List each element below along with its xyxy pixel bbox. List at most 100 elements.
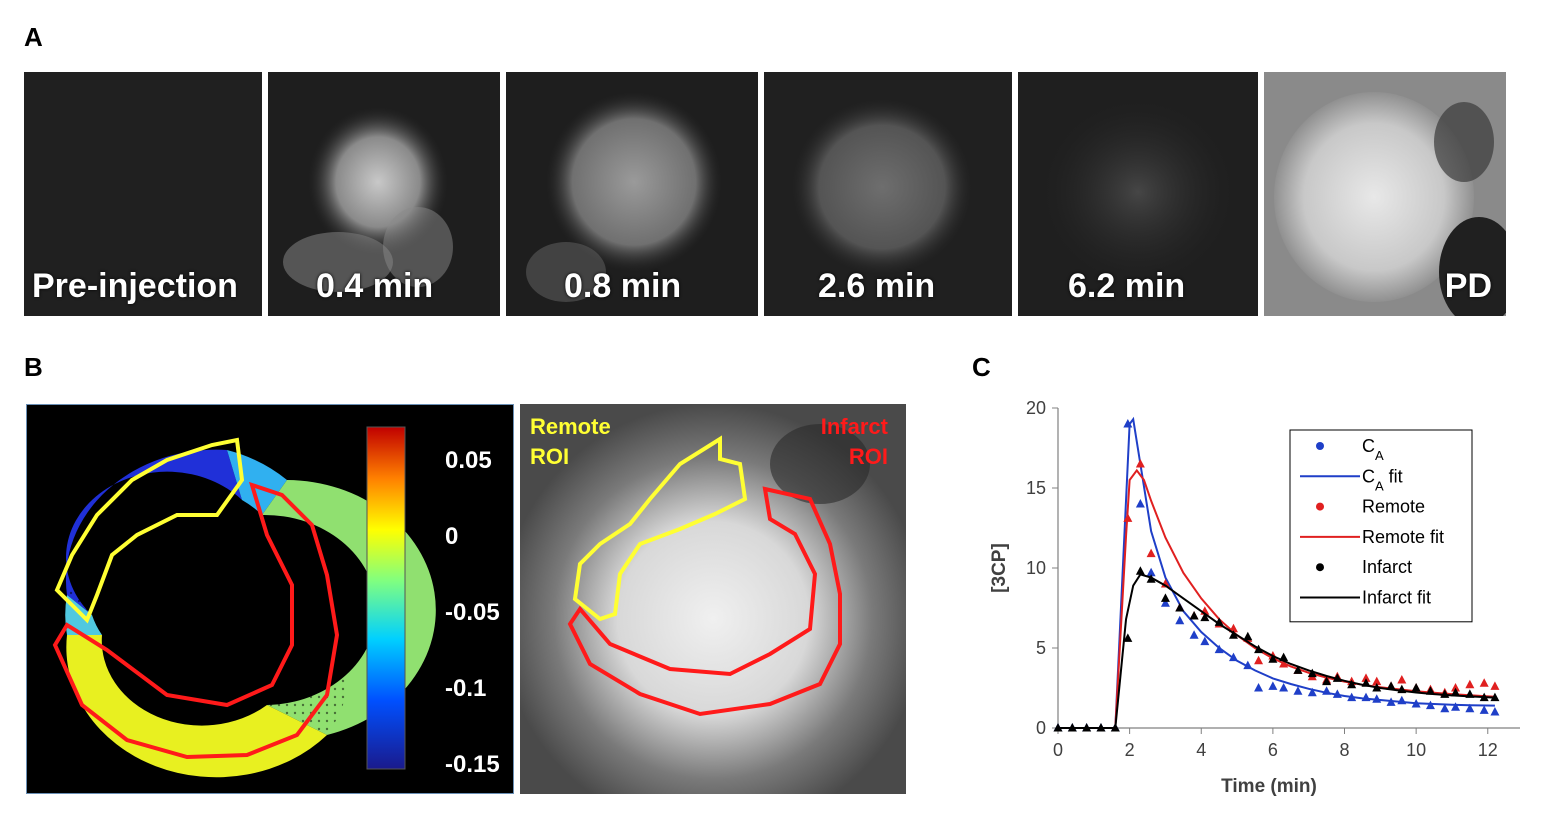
remote-roi-label-line1: Remote	[530, 414, 611, 439]
colorbar-tick: 0	[445, 523, 459, 550]
data-point	[1175, 615, 1185, 625]
mri-tile-0-4-min: 0.4 min	[268, 72, 500, 316]
remote-roi-outline	[572, 435, 748, 622]
colorbar-tick: -0.05	[445, 599, 500, 626]
data-point	[1293, 686, 1303, 695]
tile-label: 6.2 min	[1068, 267, 1186, 305]
data-point	[1228, 630, 1238, 639]
x-tick-label: 4	[1196, 740, 1206, 760]
panel-b-anatomy-roi: Remote ROI Infarct ROI	[520, 404, 906, 794]
data-point	[1451, 702, 1461, 711]
series-line	[1058, 573, 1495, 729]
y-axis-title: [3CP]	[989, 543, 1010, 593]
data-point	[1146, 548, 1156, 558]
mri-image	[506, 72, 758, 316]
remote-roi-label: Remote ROI	[530, 412, 611, 472]
mri-image	[764, 72, 1012, 316]
legend-swatch-point	[1316, 563, 1324, 572]
x-tick-label: 6	[1268, 740, 1278, 760]
data-point	[1451, 687, 1461, 697]
data-point	[1135, 459, 1145, 468]
chart-marks	[1053, 416, 1500, 732]
myocardium-map	[52, 426, 436, 778]
tile-label: 2.6 min	[818, 267, 936, 305]
panel-letter-c: C	[972, 352, 991, 382]
anatomy-image	[520, 404, 906, 794]
data-point	[1451, 683, 1461, 692]
data-point	[1189, 611, 1199, 620]
tile-label: Pre-injection	[32, 267, 238, 305]
data-point	[1465, 703, 1475, 713]
panel-letter-b: B	[24, 352, 43, 382]
data-point	[1490, 681, 1500, 690]
colorbar	[366, 426, 406, 770]
mri-image	[24, 72, 262, 316]
chart-axes: 0 5 10 15 20 0 2 4 6 8 10 12 Time (min) [3CP]	[989, 398, 1520, 797]
data-point	[1135, 499, 1145, 508]
data-point	[1372, 676, 1382, 686]
mri-tile-pd: PD	[1264, 72, 1506, 316]
x-tick-label: 10	[1406, 740, 1426, 760]
infarct-roi-label: Infarct ROI	[821, 412, 888, 472]
legend-entry: Remote fit	[1362, 527, 1444, 547]
data-point	[1411, 683, 1421, 692]
y-tick-label: 10	[1026, 558, 1046, 578]
data-point	[1189, 630, 1199, 639]
mri-image	[1018, 72, 1258, 316]
data-point	[1254, 683, 1264, 692]
mri-tile-2-6-min: 2.6 min	[764, 72, 1012, 316]
data-point	[1200, 612, 1210, 622]
infarct-roi-outline	[567, 486, 842, 717]
data-point	[1479, 678, 1489, 687]
data-point	[1307, 668, 1317, 678]
data-point	[1386, 681, 1396, 690]
mri-tile-6-2-min: 6.2 min	[1018, 72, 1258, 316]
remote-roi-label-line2: ROI	[530, 444, 570, 469]
infarct-roi-label-line1: Infarct	[820, 414, 888, 439]
legend-swatch-point	[1316, 502, 1324, 511]
colorbar-tick: 0.05	[445, 447, 492, 474]
legend-entry: Infarct fit	[1362, 588, 1431, 608]
mri-tile-pre-injection: Pre-injection	[24, 72, 262, 316]
data-point	[1268, 654, 1278, 663]
data-point	[1440, 703, 1450, 713]
y-tick-label: 15	[1026, 478, 1046, 498]
data-point	[1160, 598, 1170, 607]
data-point	[1123, 633, 1133, 642]
data-point	[1307, 687, 1317, 697]
data-point	[1361, 673, 1371, 682]
data-point	[1268, 681, 1278, 690]
data-point	[1243, 631, 1253, 641]
data-point	[1175, 603, 1185, 612]
tile-label: 0.8 min	[564, 267, 682, 305]
data-point	[1397, 675, 1407, 684]
mri-image	[1264, 72, 1506, 316]
y-tick-label: 20	[1026, 398, 1046, 418]
remote-roi-outline-map	[54, 437, 245, 624]
mri-tile-0-8-min: 0.8 min	[506, 72, 758, 316]
x-tick-label: 2	[1125, 740, 1135, 760]
x-tick-label: 8	[1340, 740, 1350, 760]
data-point	[1465, 679, 1475, 689]
infarct-roi-outline-map	[52, 481, 340, 760]
legend-entry: Remote	[1362, 497, 1425, 517]
data-point	[1347, 679, 1357, 689]
y-tick-label: 5	[1036, 638, 1046, 658]
data-point	[1146, 567, 1156, 577]
data-point	[1490, 707, 1500, 716]
x-tick-label: 12	[1478, 740, 1498, 760]
data-point	[1160, 593, 1170, 602]
colorbar-tick: -0.15	[445, 751, 500, 778]
data-point	[1293, 665, 1303, 674]
data-point	[1254, 655, 1264, 665]
data-point	[1322, 676, 1332, 686]
data-point	[1479, 705, 1489, 714]
data-point	[1214, 617, 1224, 626]
legend-box	[1289, 429, 1473, 623]
y-tick-label: 0	[1036, 718, 1046, 738]
tile-label: PD	[1444, 267, 1492, 305]
colorbar-tick: -0.1	[445, 675, 487, 702]
data-point	[1200, 636, 1210, 646]
